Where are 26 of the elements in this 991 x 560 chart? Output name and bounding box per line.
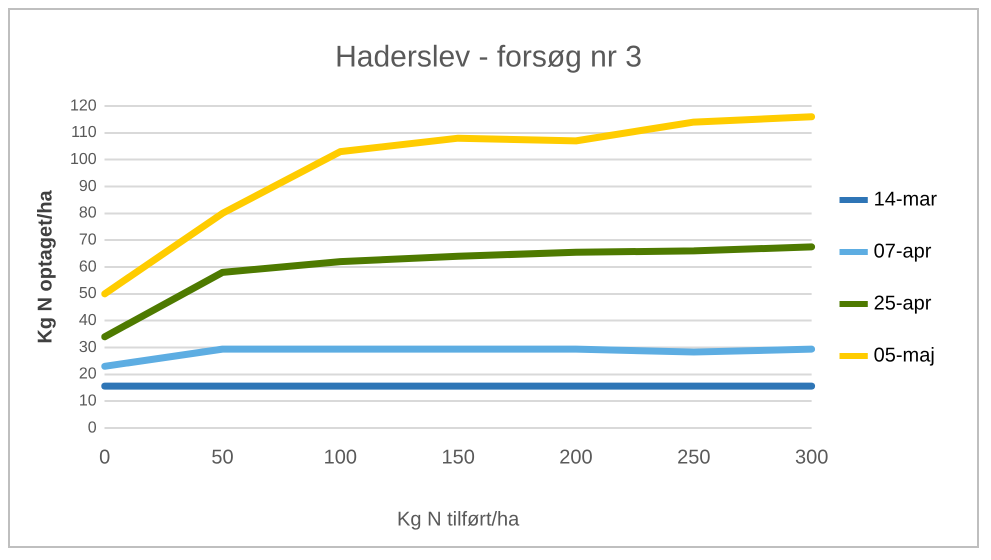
x-tick-label: 300 bbox=[794, 446, 828, 469]
y-tick-label: 10 bbox=[78, 392, 97, 410]
y-tick-label: 40 bbox=[78, 312, 97, 330]
x-tick-label: 100 bbox=[324, 446, 358, 469]
y-tick-label: 30 bbox=[78, 338, 97, 356]
y-tick-label: 80 bbox=[78, 204, 97, 222]
x-tick-label: 250 bbox=[677, 446, 711, 469]
y-tick-label: 120 bbox=[70, 97, 97, 114]
y-tick-label: 70 bbox=[78, 232, 97, 249]
x-tick-label: 150 bbox=[441, 446, 475, 469]
y-tick-label: 50 bbox=[78, 285, 97, 302]
y-tick-label: 110 bbox=[71, 124, 97, 142]
legend-label: 07-apr bbox=[874, 240, 932, 263]
y-tick-label: 60 bbox=[78, 258, 97, 276]
legend-label: 05-maj bbox=[874, 344, 935, 367]
legend-label: 25-apr bbox=[874, 292, 932, 315]
x-axis-title: Kg N tilført/ha bbox=[397, 508, 520, 531]
y-tick-label: 100 bbox=[70, 151, 97, 168]
x-tick-label: 50 bbox=[211, 446, 234, 469]
chart-title: Haderslev - forsøg nr 3 bbox=[335, 40, 642, 74]
y-axis-title: Kg N optaget/ha bbox=[34, 189, 57, 344]
y-tick-label: 90 bbox=[78, 178, 97, 195]
legend-label: 14-mar bbox=[874, 188, 938, 211]
y-tick-label: 0 bbox=[88, 419, 97, 436]
x-tick-label: 200 bbox=[559, 446, 593, 469]
y-tick-label: 20 bbox=[78, 366, 97, 383]
